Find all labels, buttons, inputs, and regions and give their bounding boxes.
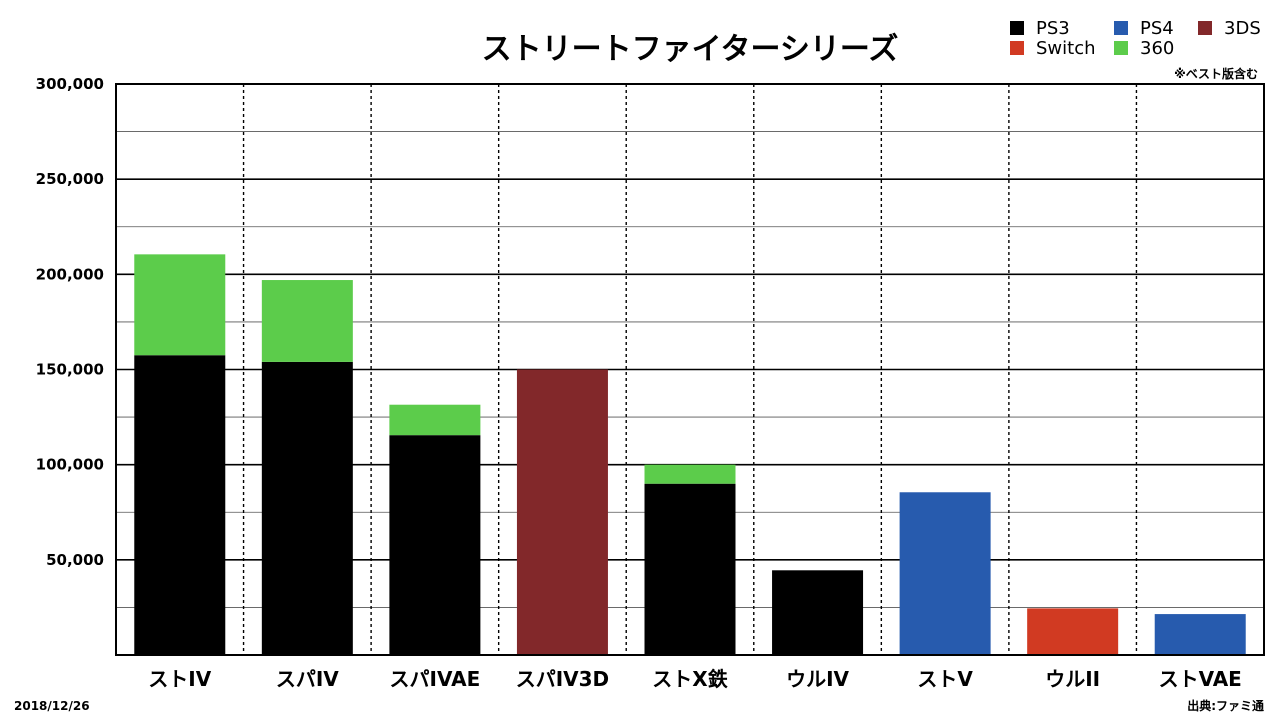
y-tick-label: 200,000 xyxy=(36,265,104,283)
chart-title: ストリートファイターシリーズ xyxy=(482,32,899,67)
y-tick-label: 250,000 xyxy=(36,170,104,188)
bar-360-1 xyxy=(261,280,353,362)
bar-360-0 xyxy=(134,254,226,356)
legend: PS3 PS4 3DS Switch 360 xyxy=(1010,18,1261,59)
x-tick-label: ウルII xyxy=(1045,667,1100,691)
x-tick-label: スパIV3D xyxy=(516,667,609,691)
bar-360-4 xyxy=(644,464,736,484)
legend-swatch-switch xyxy=(1010,41,1024,55)
y-tick-label: 100,000 xyxy=(36,456,104,474)
y-tick-label: 50,000 xyxy=(46,551,104,569)
bar-360-2 xyxy=(389,404,481,436)
bar-switch-7 xyxy=(1027,608,1119,655)
x-tick-label: ストIV xyxy=(148,667,211,691)
legend-swatch-360 xyxy=(1114,41,1128,55)
footnote: ※ベスト版含む xyxy=(1174,66,1258,81)
x-tick-label: ストX鉄 xyxy=(652,667,727,691)
x-tick-label: ストV xyxy=(917,667,973,691)
legend-label-switch: Switch xyxy=(1036,38,1096,59)
bar-ps4-8 xyxy=(1154,614,1246,655)
legend-swatch-3ds xyxy=(1198,21,1212,35)
bar-3ds-3 xyxy=(516,369,608,655)
legend-label-3ds: 3DS xyxy=(1224,18,1261,39)
date-label: 2018/12/26 xyxy=(14,699,90,713)
bar-ps3-1 xyxy=(261,361,353,655)
x-tick-label: ストVAE xyxy=(1159,667,1242,691)
bar-ps3-4 xyxy=(644,483,736,655)
legend-label-ps4: PS4 xyxy=(1140,18,1174,39)
legend-swatch-ps4 xyxy=(1114,21,1128,35)
legend-label-ps3: PS3 xyxy=(1036,18,1070,39)
legend-label-360: 360 xyxy=(1140,38,1174,59)
y-tick-labels: 300,000 250,000 200,000 150,000 100,000 50,00… xyxy=(36,75,104,569)
source-label: 出典:ファミ通 xyxy=(1187,698,1264,713)
bar-ps3-5 xyxy=(772,570,864,655)
y-tick-label: 150,000 xyxy=(36,361,104,379)
x-tick-label: スパIV xyxy=(276,667,339,691)
x-tick-label: スパIVAE xyxy=(390,667,481,691)
bars xyxy=(134,254,1246,655)
bar-ps3-0 xyxy=(134,355,226,655)
bar-ps3-2 xyxy=(389,435,481,655)
plot-frame xyxy=(115,83,1265,656)
legend-swatch-ps3 xyxy=(1010,21,1024,35)
y-tick-label: 300,000 xyxy=(36,75,104,93)
x-tick-label: ウルIV xyxy=(786,667,849,691)
category-dividers xyxy=(242,84,1138,655)
bar-ps4-6 xyxy=(899,492,991,655)
x-tick-labels: ストIV スパIV スパIVAE スパIV3D ストX鉄 ウルIV ストV ウルII ストVAE xyxy=(148,667,1242,691)
